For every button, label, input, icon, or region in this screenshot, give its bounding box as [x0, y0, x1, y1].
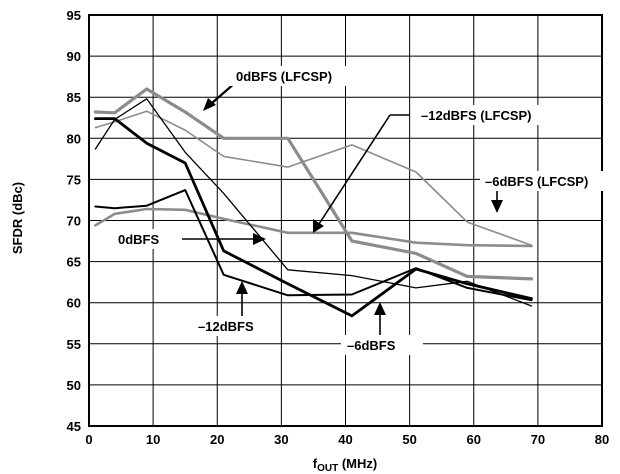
y-tick-label: 55 — [67, 337, 81, 352]
series-line-6dbfs — [94, 117, 533, 318]
series-lines — [93, 87, 534, 318]
annotation-label-0dbfs-lfcsp: 0dBFS (LFCSP) — [236, 69, 332, 84]
y-tick-label: 90 — [67, 49, 81, 64]
y-tick-label: 50 — [67, 378, 81, 393]
annotation-label-minus6dbfs-lfcsp: –6dBFS (LFCSP) — [485, 174, 588, 189]
x-tick-label: 10 — [146, 432, 160, 447]
series-line-12dbfs — [94, 189, 533, 302]
grid — [88, 14, 603, 427]
x-axis-label-unit: (MHz) — [338, 456, 377, 471]
annotation-label-minus12dbfs-lfcsp: –12dBFS (LFCSP) — [421, 108, 532, 123]
tick-labels: 0 10 20 30 40 50 60 70 80 45 50 55 60 65 70 75 80 85 90 95 — [67, 8, 610, 447]
annotation-minus6dbfs-lfcsp: –6dBFS (LFCSP) — [480, 171, 611, 213]
y-tick-label: 80 — [67, 131, 81, 146]
annotation-0dbfs: 0dBFS — [113, 229, 266, 249]
x-axis-label-main: f — [313, 456, 318, 471]
x-axis-label: fOUT (MHz) — [313, 456, 377, 474]
y-tick-label: 65 — [67, 255, 81, 270]
x-tick-label: 50 — [402, 432, 416, 447]
plot-frame — [88, 14, 603, 427]
x-tick-label: 20 — [210, 432, 224, 447]
x-axis-label-subscript: OUT — [317, 463, 338, 474]
series-line-6dbfs-lfcsp — [94, 110, 533, 246]
annotation-minus12dbfs: –12dBFS — [193, 281, 279, 336]
annotation-label-0dbfs: 0dBFS — [118, 232, 160, 247]
y-tick-label: 60 — [67, 296, 81, 311]
series-line-0dbfs — [94, 98, 533, 307]
y-tick-label: 95 — [67, 8, 81, 23]
annotation-0dbfs-lfcsp: 0dBFS (LFCSP) — [203, 66, 390, 111]
annotation-label-minus12dbfs: –12dBFS — [198, 319, 254, 334]
annotation-minus12dbfs-lfcsp: –12dBFS (LFCSP) — [313, 105, 572, 233]
x-tick-label: 40 — [338, 432, 352, 447]
x-tick-label: 70 — [531, 432, 545, 447]
y-tick-label: 45 — [67, 419, 81, 434]
x-tick-label: 60 — [467, 432, 481, 447]
series-line-0dbfs-lfcsp — [93, 87, 534, 281]
annotation-label-minus6dbfs: –6dBFS — [347, 338, 396, 353]
x-tick-label: 0 — [85, 432, 92, 447]
x-tick-label: 80 — [595, 432, 609, 447]
series-line-12dbfs-lfcsp — [94, 207, 533, 248]
y-axis-label: SFDR (dBc) — [10, 182, 25, 254]
y-tick-label: 75 — [67, 172, 81, 187]
annotation-minus6dbfs: –6dBFS — [341, 302, 423, 355]
y-tick-label: 70 — [67, 214, 81, 229]
y-tick-label: 85 — [67, 90, 81, 105]
x-tick-label: 30 — [274, 432, 288, 447]
